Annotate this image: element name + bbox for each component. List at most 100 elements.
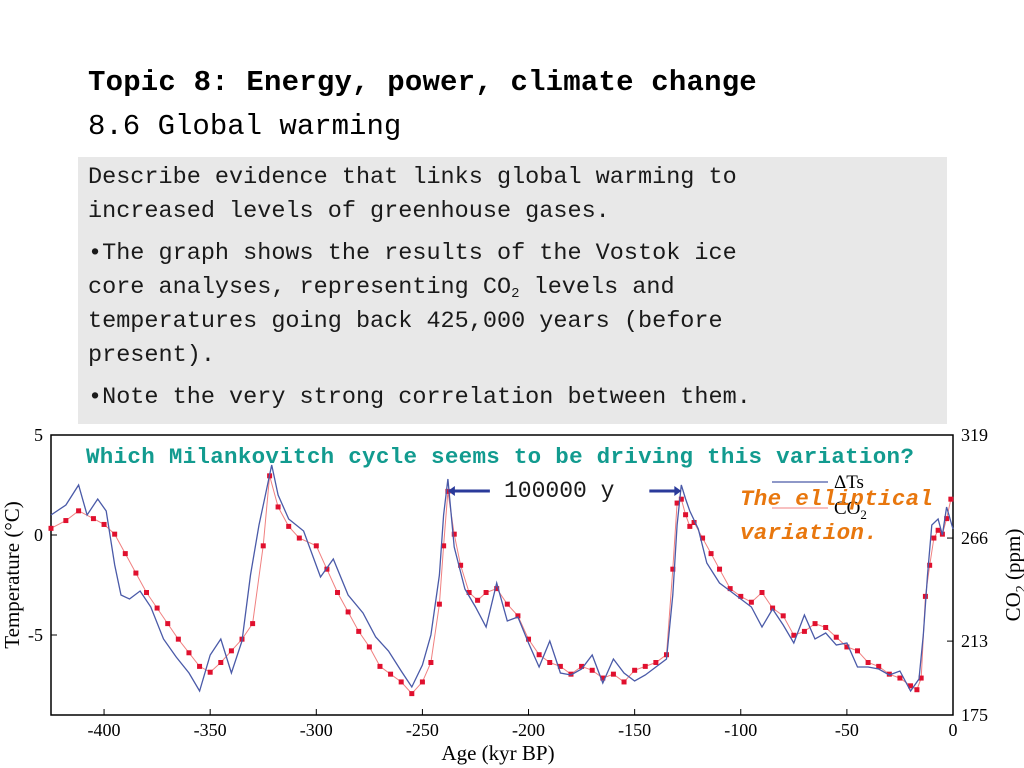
co2-data-point <box>876 663 882 669</box>
co2-data-point <box>897 675 903 681</box>
co2-data-point <box>345 609 351 615</box>
vostok-chart: -400 -350 -300 -250 -200 -150 -100 -50 0 5 0 -5 31… <box>0 425 1024 765</box>
paragraph-1: Describe evidence that links global warm… <box>88 161 737 229</box>
co2-data-point <box>335 590 341 595</box>
co2-data-point <box>260 543 266 549</box>
co2-data-point <box>76 508 82 514</box>
paragraph-3-line-1: •Note the very strong correlation betwee… <box>88 384 751 411</box>
period-annotation <box>447 486 682 496</box>
right-axis-label: CO2 (ppm) <box>1001 529 1024 622</box>
left-tick-label: -5 <box>28 625 43 645</box>
co2-data-point <box>780 613 786 619</box>
co2-data-point <box>908 683 914 689</box>
plot-border <box>50 434 954 716</box>
x-axis: -400 -350 -300 -250 -200 -150 -100 -50 0 <box>88 709 958 740</box>
co2-data-point <box>112 531 118 537</box>
co2-data-point <box>600 675 606 681</box>
co2-data-point <box>144 590 150 595</box>
right-tick-label: 175 <box>961 705 988 725</box>
x-axis-label: Age (kyr BP) <box>441 741 554 765</box>
co2-data-point <box>683 512 689 518</box>
temperature-series-line <box>50 464 954 693</box>
co2-data-point <box>165 621 171 627</box>
period-arrow-right-head <box>674 486 682 496</box>
x-tick-label: -100 <box>724 720 757 740</box>
co2-data-point <box>175 636 181 642</box>
paragraph-2: •The graph shows the results of the Vost… <box>88 237 737 373</box>
co2-data-point <box>653 660 659 665</box>
x-tick-label: -150 <box>618 720 651 740</box>
text-box: Describe evidence that links global warm… <box>78 157 947 424</box>
co2-data-point <box>409 691 415 697</box>
co2-data-point <box>717 566 723 572</box>
co2-data-point <box>366 644 372 650</box>
co2-data-point <box>557 663 563 669</box>
co2-data-point <box>621 679 627 685</box>
x-tick-label: -50 <box>835 720 859 740</box>
co2-data-point <box>458 562 464 568</box>
co2-data-point <box>296 535 302 541</box>
co2-data-point <box>914 687 920 693</box>
co2-data-point <box>687 523 693 529</box>
co2-data-point <box>324 566 330 572</box>
right-axis: 319 266 213 175 <box>947 425 988 725</box>
co2-data-point <box>451 531 457 537</box>
co2-data-point <box>197 663 203 669</box>
co2-data-point <box>700 535 706 541</box>
co2-data-point <box>388 671 394 677</box>
co2-data-point <box>642 663 648 669</box>
co2-data-point <box>748 599 754 605</box>
co2-data-point <box>101 521 107 527</box>
co2-data-point <box>927 562 933 568</box>
co2-data-point <box>948 496 954 502</box>
co2-data-point <box>670 566 676 572</box>
right-tick-label: 319 <box>961 425 988 445</box>
paragraph-2-line-2a: core analyses, representing CO <box>88 274 512 301</box>
co2-data-point <box>398 679 404 685</box>
co2-data-point <box>218 660 224 665</box>
co2-series-markers <box>48 473 954 697</box>
legend-temperature-label: ΔTs <box>834 472 864 493</box>
co2-data-point <box>886 671 892 677</box>
co2-data-point <box>678 496 684 502</box>
paragraph-3: •Note the very strong correlation betwee… <box>88 381 751 415</box>
co2-data-point <box>854 648 860 654</box>
x-tick-label: 0 <box>949 720 958 740</box>
co2-data-point <box>48 525 54 531</box>
paragraph-1-line-1: Describe evidence that links global warm… <box>88 164 737 191</box>
co2-data-point <box>466 590 472 595</box>
co2-data-point <box>568 671 574 677</box>
left-axis: 5 0 -5 <box>28 425 57 645</box>
co2-data-point <box>823 625 829 630</box>
co2-data-point <box>515 613 521 619</box>
co2-data-point <box>589 667 595 673</box>
co2-data-point <box>801 628 807 634</box>
co2-data-point <box>865 660 871 665</box>
co2-data-point <box>313 543 319 549</box>
x-tick-label: -300 <box>300 720 333 740</box>
co2-data-point <box>931 535 937 541</box>
co2-data-point <box>133 570 139 576</box>
co2-data-point <box>90 516 96 522</box>
co2-data-point <box>944 516 950 522</box>
co2-data-point <box>483 590 489 595</box>
co2-data-point <box>475 597 481 603</box>
co2-data-point <box>186 650 192 656</box>
co2-data-point <box>504 601 510 607</box>
right-tick-label: 213 <box>961 631 988 651</box>
co2-data-point <box>122 551 128 557</box>
co2-data-point <box>610 671 616 677</box>
co2-data-point <box>445 488 451 494</box>
co2-data-point <box>526 636 532 642</box>
co2-data-point <box>377 663 383 669</box>
x-tick-label: -350 <box>194 720 227 740</box>
co2-data-point <box>207 669 213 675</box>
co2-data-point <box>791 632 797 638</box>
co2-subscript: 2 <box>511 286 520 302</box>
left-tick-label: 0 <box>34 525 43 545</box>
co2-data-point <box>286 523 292 529</box>
co2-data-point <box>632 667 638 673</box>
paragraph-2-line-4: present). <box>88 342 215 369</box>
co2-data-point <box>691 520 697 525</box>
x-tick-label: -250 <box>406 720 439 740</box>
